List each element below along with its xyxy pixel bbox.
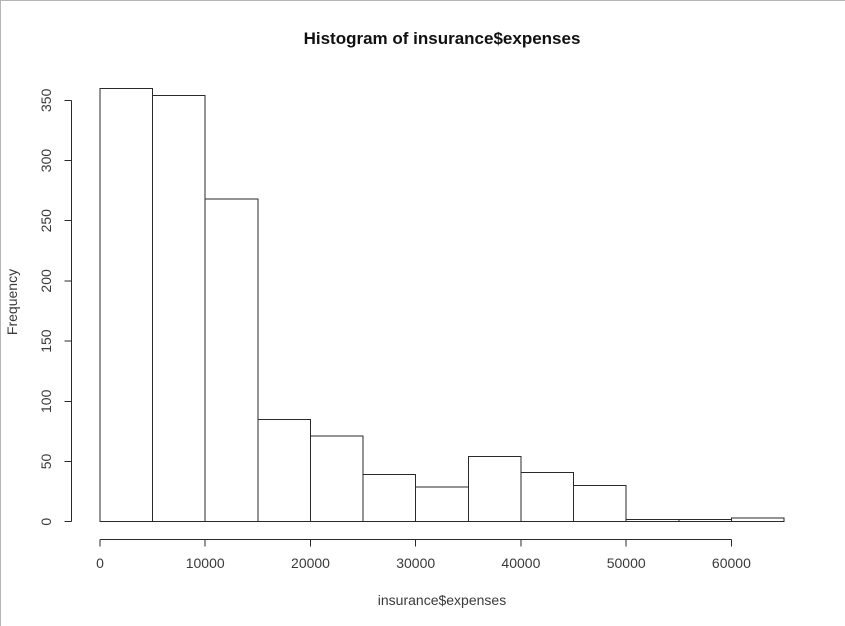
histogram-bar	[520, 471, 575, 523]
histogram-bar	[310, 435, 364, 523]
histogram-bar	[204, 198, 259, 523]
y-tick-label: 350	[38, 88, 54, 112]
histogram-bar	[625, 518, 680, 523]
y-tick-label: 0	[38, 518, 54, 526]
y-tick-label: 300	[38, 149, 54, 173]
histogram-bar	[362, 474, 417, 523]
histogram-bar	[730, 517, 785, 523]
histogram-bar	[678, 518, 732, 523]
x-axis: 0 10000 20000 30000 40000 50000 60000	[96, 539, 751, 571]
y-tick-label: 200	[38, 269, 54, 293]
x-tick-label: 60000	[712, 555, 751, 571]
y-axis: 0 50 100 150 200 250 300 350	[38, 88, 72, 526]
histogram-bar	[99, 87, 154, 523]
x-tick-label: 50000	[607, 555, 646, 571]
histogram-bar	[415, 486, 469, 523]
y-tick-label: 150	[38, 329, 54, 353]
chart-title: Histogram of insurance$expenses	[304, 29, 581, 48]
x-axis-label: insurance$expenses	[378, 592, 506, 608]
histogram-bar	[467, 456, 522, 523]
histogram-bar	[573, 485, 627, 523]
histogram-bar	[152, 95, 206, 523]
x-tick-label: 30000	[396, 555, 435, 571]
y-tick-label: 50	[38, 454, 54, 470]
y-axis-label: Frequency	[4, 269, 20, 335]
x-tick-label: 40000	[501, 555, 540, 571]
x-tick-label: 20000	[291, 555, 330, 571]
y-tick-label: 100	[38, 389, 54, 413]
bars-group	[99, 87, 785, 523]
x-tick-label: 10000	[186, 555, 225, 571]
x-tick-label: 0	[96, 555, 104, 571]
histogram-bar	[257, 418, 311, 523]
y-tick-label: 250	[38, 209, 54, 233]
